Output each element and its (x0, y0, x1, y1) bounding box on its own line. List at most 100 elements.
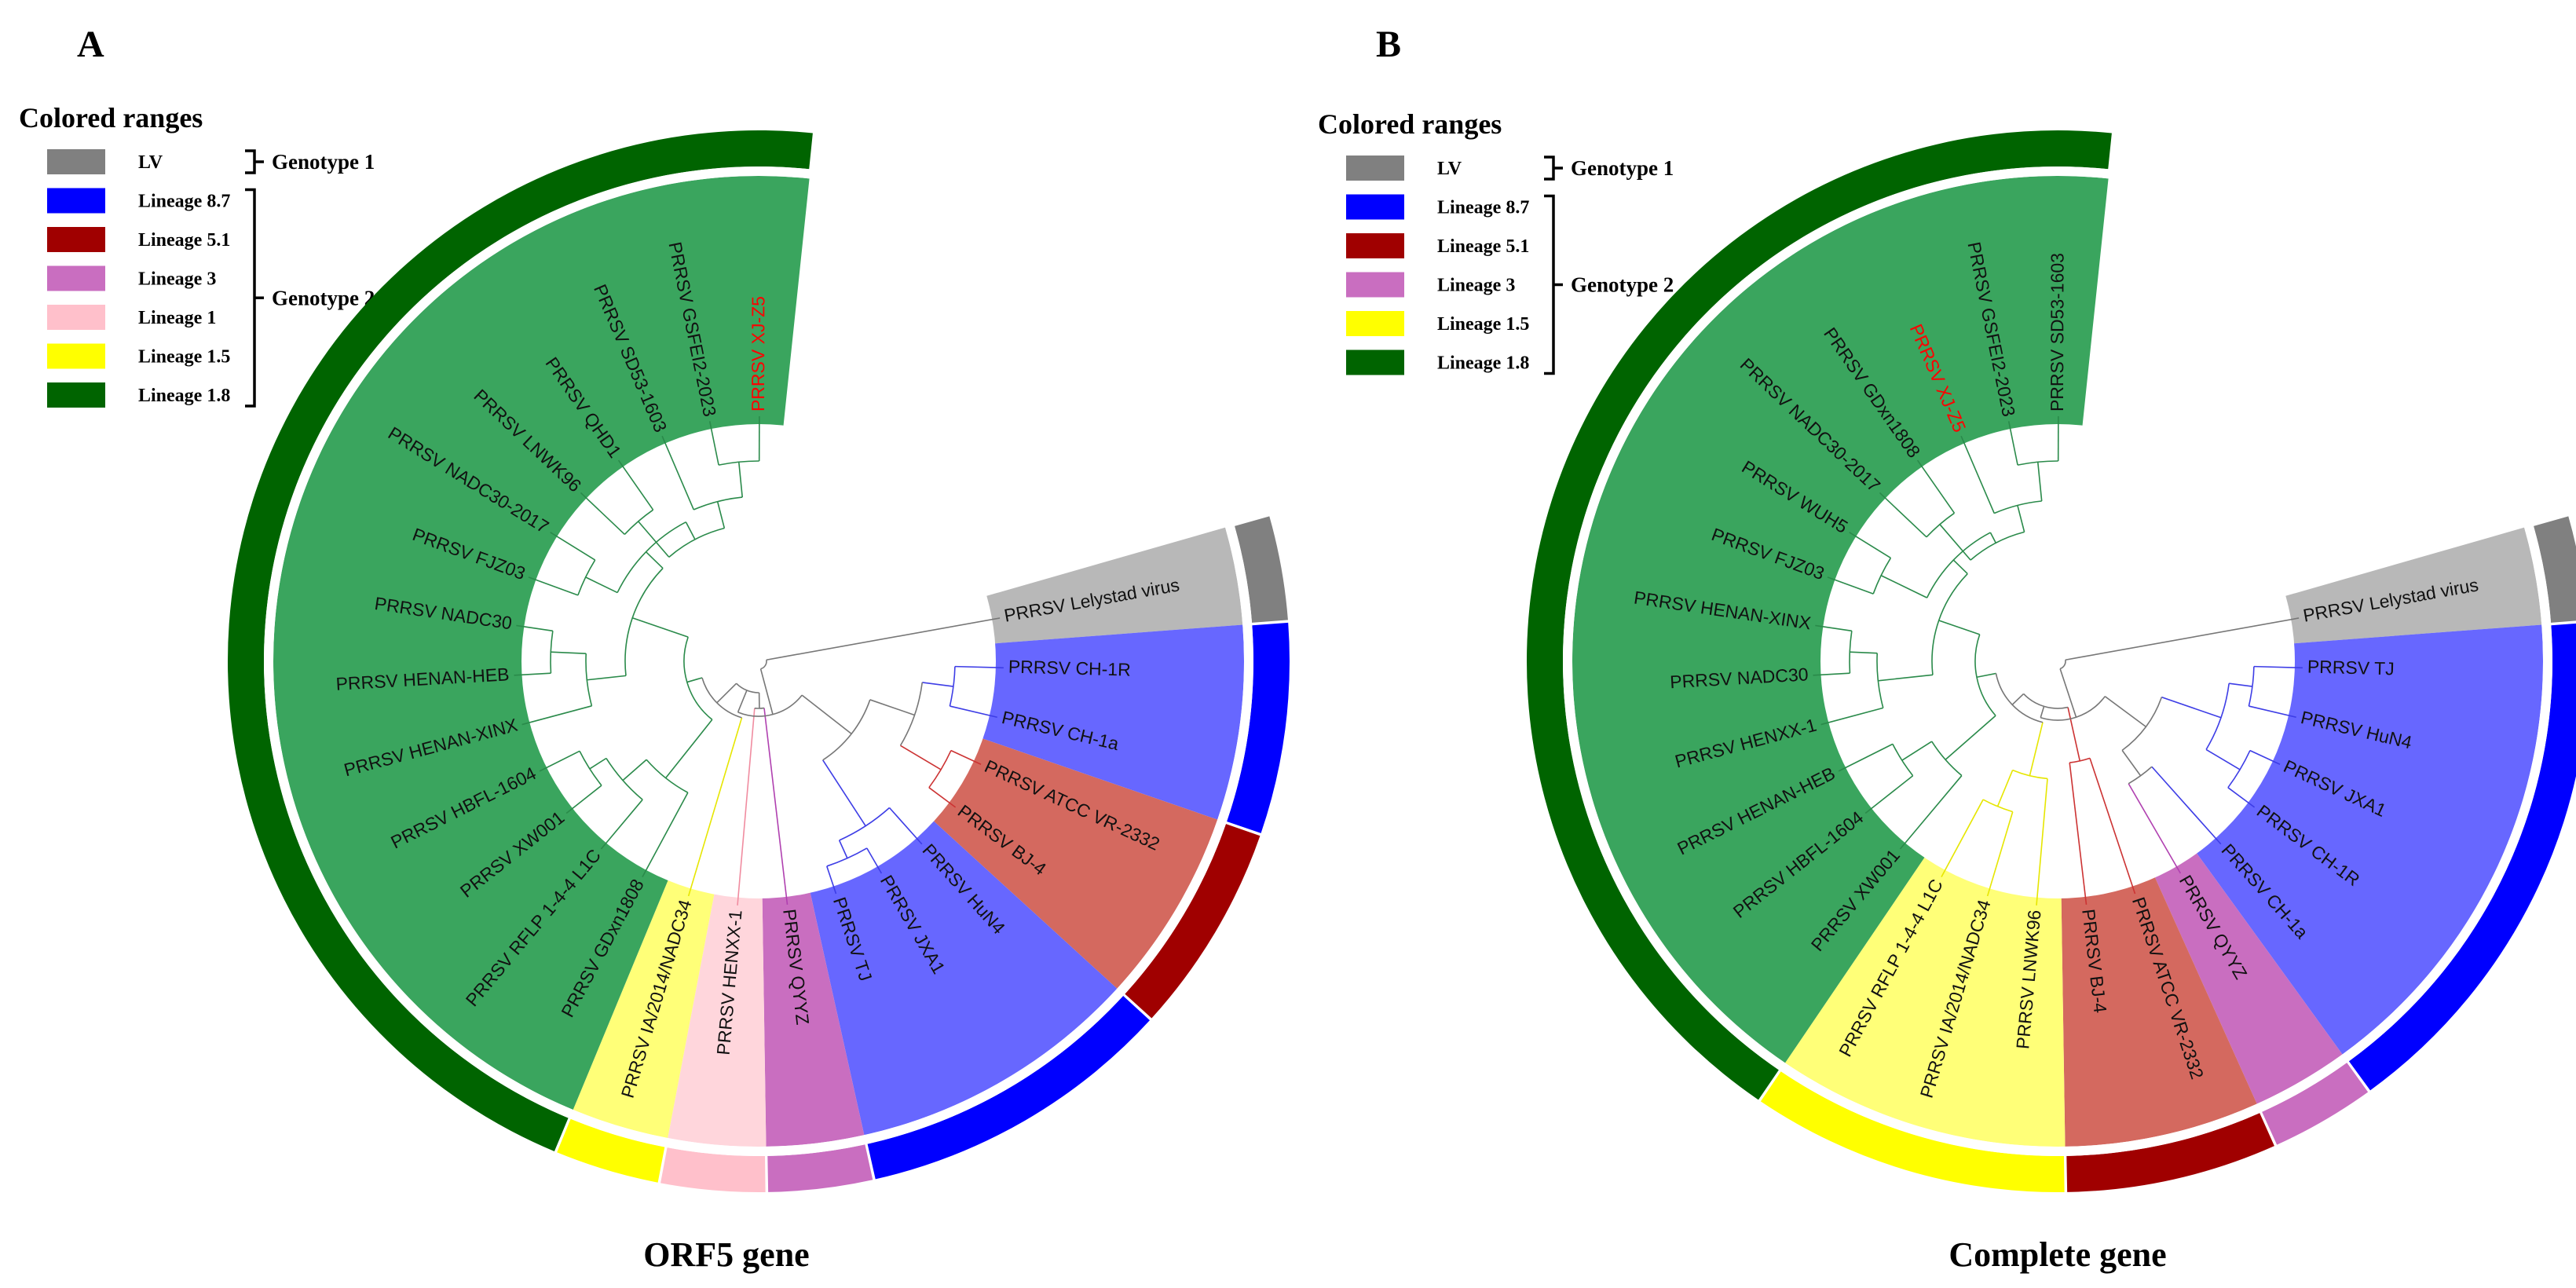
genotype-bracket (1544, 194, 1563, 375)
tree-branch (839, 807, 891, 841)
tree-branch (2089, 758, 2136, 895)
legend-heading: Colored ranges (1318, 108, 1502, 140)
tree-branch (2029, 722, 2044, 776)
tree-branch (2007, 421, 2018, 466)
tree-branch (617, 459, 654, 510)
tree-branch (1872, 557, 1892, 595)
tree-branch (2080, 617, 2300, 658)
leaf-label: PRRSV CH-1R (1008, 657, 1132, 680)
tree-center (1820, 424, 2295, 898)
legend-label-lineage-3: Lineage 3 (138, 269, 216, 290)
tree-branch (2205, 683, 2230, 750)
tree-branch (2128, 783, 2182, 874)
range-ring-lineage-5-1 (2066, 1113, 2274, 1192)
tree-branch (2067, 707, 2081, 762)
tree-branch (1986, 811, 2014, 897)
panel-b: B Colored ranges LV Lineage 8.7 Lineage 5.1… (1318, 24, 2576, 1274)
tree-branch (1996, 770, 2014, 807)
tree-branch (1864, 775, 1914, 814)
tree-branch (2229, 682, 2253, 687)
tree-branch (838, 840, 848, 859)
tree-branch (954, 665, 1004, 669)
tree-branch (589, 757, 607, 770)
tree-branch (900, 745, 942, 770)
tree-branch (1976, 672, 1996, 679)
tree-branch (888, 807, 923, 845)
tree-branch (1993, 500, 2042, 514)
tree-branch (1838, 743, 1894, 772)
leaf-label-highlight: PRRSV XJ-Z5 (748, 296, 768, 412)
range-ring-lineage-3 (2262, 1063, 2369, 1145)
tree-branch (2059, 668, 2077, 718)
tree-branch (514, 672, 551, 676)
tree-branch (1880, 575, 1927, 598)
tree-branch (2036, 778, 2048, 906)
tree-branch (1960, 435, 1995, 514)
tree-branch (1916, 459, 1956, 514)
range-ring-lineage-1-5 (557, 1118, 665, 1183)
legend-swatch-lineage-1-5 (1346, 311, 1404, 336)
tree-branch (646, 759, 689, 793)
tree-branch (622, 759, 647, 781)
tree-branch (587, 675, 627, 681)
tree-branch (661, 435, 695, 510)
legend-swatch-lineage-5-1 (47, 227, 105, 252)
tree-branch (716, 682, 737, 704)
tree-branch (1815, 624, 1852, 632)
legend-swatch-lineage-3 (47, 265, 105, 291)
tree-branch (687, 717, 743, 897)
tree-branch (645, 551, 664, 569)
legend-heading: Colored ranges (19, 102, 203, 134)
tree-branch (516, 624, 553, 632)
tree-branch (528, 576, 579, 596)
genotype-label: Genotype 2 (272, 286, 375, 309)
legend-label-lineage-1-5: Lineage 1.5 (138, 347, 230, 368)
tree-branch (551, 651, 587, 654)
range-ring-lineage-1 (660, 1147, 766, 1192)
tree-branches (514, 415, 1004, 906)
leaf-label: PRRSV TJ (2307, 657, 2395, 679)
tree-branch (1849, 631, 1853, 674)
tree-branch (1926, 512, 1955, 538)
tree-branch (1813, 672, 1850, 676)
legend-label-lineage-1-8: Lineage 1.8 (138, 386, 230, 406)
panel-label: B (1376, 24, 1401, 65)
tree-branch (600, 799, 643, 850)
tree-branch (1945, 715, 1996, 760)
legend-swatch-lv (1346, 156, 1404, 181)
range-ring-lineage-8-7 (867, 996, 1151, 1180)
tree-branch (822, 759, 866, 827)
genotype-label: Genotype 1 (272, 150, 375, 174)
tree-branch (2040, 706, 2045, 719)
tree-branch (737, 690, 748, 713)
tree-branch (685, 521, 696, 540)
legend-label-lv: LV (1437, 159, 1462, 179)
legend-swatch-lineage-8-7 (47, 188, 105, 214)
range-ring-lineage-3 (767, 1144, 873, 1192)
tree-branch (2104, 696, 2146, 728)
legend-label-lineage-1-5: Lineage 1.5 (1437, 314, 1529, 335)
legend-label-lineage-1: Lineage 1 (138, 308, 216, 328)
tree-branch (1939, 524, 1971, 561)
tree-branch (1931, 741, 1963, 777)
range-ring-lineage-8-7 (2348, 623, 2576, 1091)
leaf-label: PRRSV SD53-1603 (2047, 253, 2068, 412)
tree-branch (664, 719, 713, 779)
range-ring-lineage-5-1 (1125, 824, 1261, 1019)
tree-branch (2011, 693, 2025, 705)
legend-swatch-lineage-1 (47, 305, 105, 330)
tree-branch (736, 682, 759, 693)
legend-colored-ranges: Colored ranges LV Lineage 8.7 Lineage 5.1 Li… (1318, 108, 1674, 375)
tree-branch (2036, 462, 2043, 502)
genotype-bracket (245, 149, 264, 174)
tree-branch (763, 708, 789, 905)
tree-branch (1901, 741, 1933, 761)
tree-branch (1827, 576, 1874, 595)
tree-branch (1850, 651, 1878, 654)
tree-branch (2121, 749, 2142, 777)
tree-branch (716, 501, 726, 529)
legend-swatch-lv (47, 149, 105, 174)
tree-branch (638, 521, 670, 558)
